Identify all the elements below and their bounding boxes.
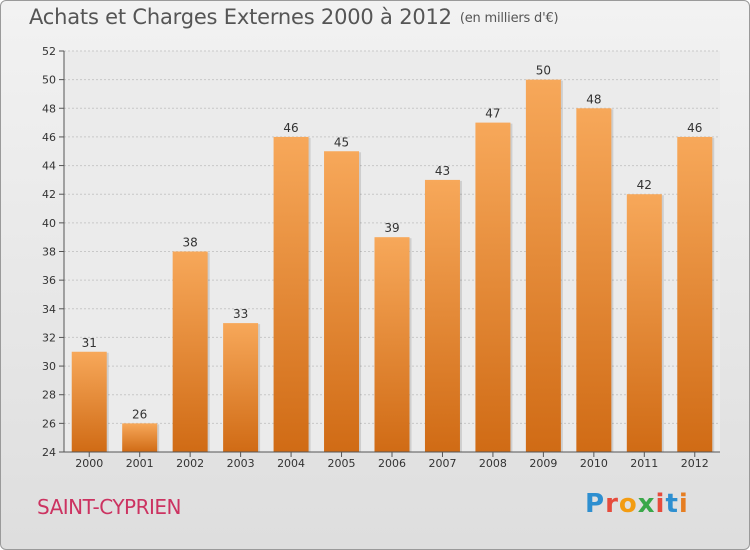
y-tick-label-44: 44	[42, 160, 56, 173]
logo-letter: i	[678, 489, 689, 519]
x-tick-label-2000: 2000	[75, 457, 103, 470]
y-tick-label-50: 50	[42, 74, 56, 87]
x-tick-label-2003: 2003	[227, 457, 255, 470]
data-label-2003: 33	[233, 307, 248, 321]
y-tick-label-52: 52	[42, 45, 56, 58]
logo-letter: t	[665, 489, 679, 519]
logo-letter: r	[605, 489, 619, 519]
x-tick-label-2007: 2007	[428, 457, 456, 470]
bar-2005	[324, 151, 360, 452]
x-tick-label-2010: 2010	[580, 457, 608, 470]
logo-letter: o	[618, 489, 638, 519]
bar-2009	[525, 79, 561, 453]
bar-2000	[71, 351, 107, 452]
bar-2012	[677, 136, 713, 452]
bar-2003	[223, 323, 259, 452]
bar-2006	[374, 237, 410, 452]
data-label-2000: 31	[82, 336, 97, 350]
x-tick-label-2008: 2008	[479, 457, 507, 470]
data-label-2007: 43	[435, 164, 450, 178]
y-tick-label-42: 42	[42, 188, 56, 201]
y-tick-label-46: 46	[42, 131, 56, 144]
data-label-2001: 26	[132, 407, 147, 421]
data-label-2010: 48	[586, 92, 601, 106]
y-tick-label-28: 28	[42, 389, 56, 402]
bar-2011	[626, 194, 662, 452]
logo-letter: P	[585, 489, 606, 519]
y-tick-label-24: 24	[42, 446, 56, 459]
data-label-2002: 38	[183, 236, 198, 250]
logo-letter: i	[655, 489, 666, 519]
y-tick-label-34: 34	[42, 303, 56, 316]
y-tick-label-40: 40	[42, 217, 56, 230]
x-tick-label-2005: 2005	[328, 457, 356, 470]
data-label-2005: 45	[334, 135, 349, 149]
logo-letter: x	[637, 489, 656, 519]
x-tick-label-2001: 2001	[126, 457, 154, 470]
y-tick-label-26: 26	[42, 417, 56, 430]
bar-2007	[424, 179, 460, 452]
chart-title: Achats et Charges Externes 2000 à 2012 (e…	[29, 5, 559, 29]
y-tick-label-32: 32	[42, 331, 56, 344]
y-tick-label-36: 36	[42, 274, 56, 287]
commune-name: SAINT-CYPRIEN	[37, 495, 182, 519]
bar-2010	[576, 108, 612, 453]
x-tick-label-2002: 2002	[176, 457, 204, 470]
x-tick-label-2011: 2011	[630, 457, 658, 470]
data-label-2011: 42	[637, 178, 652, 192]
x-tick-label-2012: 2012	[681, 457, 709, 470]
bar-2002	[172, 251, 208, 452]
bar-2004	[273, 136, 309, 452]
title-unit: (en milliers d'€)	[459, 11, 559, 26]
bar-2008	[475, 122, 511, 452]
x-tick-label-2004: 2004	[277, 457, 305, 470]
x-tick-label-2006: 2006	[378, 457, 406, 470]
y-tick-label-30: 30	[42, 360, 56, 373]
title-text: Achats et Charges Externes 2000 à 2012	[29, 5, 452, 29]
y-tick-label-38: 38	[42, 246, 56, 259]
data-label-2008: 47	[485, 107, 500, 121]
data-label-2004: 46	[283, 121, 298, 135]
data-label-2009: 50	[536, 64, 551, 78]
data-label-2006: 39	[384, 221, 399, 235]
proxiti-logo: Proxiti	[585, 489, 689, 519]
data-label-2012: 46	[687, 121, 702, 135]
bar-2001	[122, 423, 158, 452]
x-tick-label-2009: 2009	[529, 457, 557, 470]
y-tick-label-48: 48	[42, 102, 56, 115]
